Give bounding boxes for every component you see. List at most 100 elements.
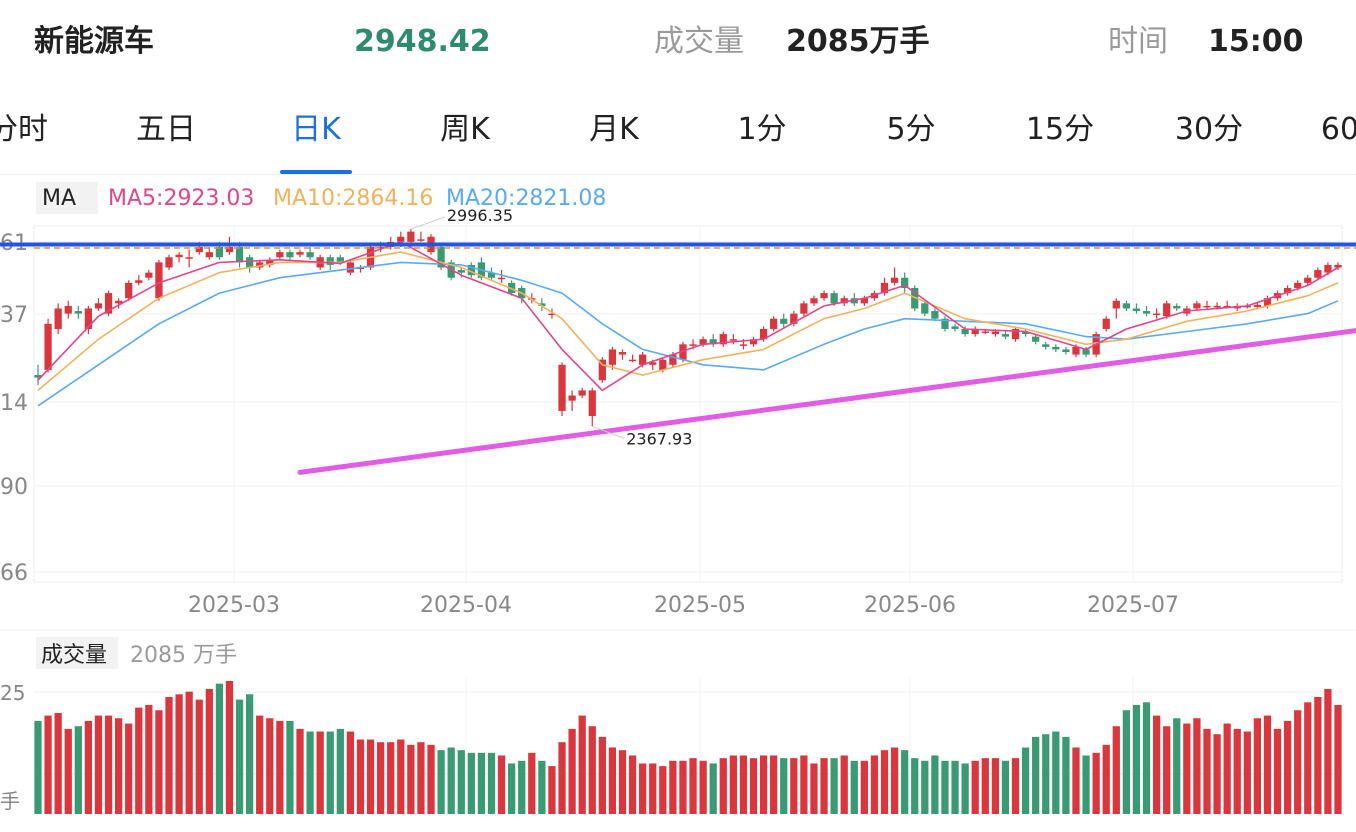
support-line [297, 328, 1356, 475]
volume-bar [1112, 726, 1120, 814]
candle-body [114, 300, 123, 304]
volume-bar [538, 760, 546, 814]
tab-5min[interactable]: 5分 [886, 112, 936, 147]
candle-body [397, 236, 405, 242]
candle-body [1142, 311, 1151, 314]
candle-body [790, 313, 798, 324]
candle-body [578, 390, 586, 396]
volume-bar [467, 752, 475, 814]
volume-bar [850, 760, 858, 814]
ma-legend-box[interactable] [36, 182, 98, 214]
volume-legend-box[interactable] [36, 637, 118, 669]
candle-body [54, 308, 62, 329]
volume-bar [1173, 718, 1181, 814]
volume-bar [770, 755, 778, 814]
candle-body [1324, 264, 1332, 273]
candle-body [1283, 287, 1292, 294]
candle-body [880, 282, 889, 294]
candle-body [1314, 270, 1322, 278]
volume-bar [356, 739, 365, 814]
candle-body [759, 328, 768, 340]
candle-body [961, 328, 969, 335]
volume-bar [1304, 702, 1312, 814]
candle-body [659, 359, 667, 370]
volume-legend-label: 成交量 [41, 643, 107, 668]
plot-border [33, 225, 1343, 583]
candle-body [548, 313, 556, 316]
volume-bar [880, 750, 889, 814]
active-tab-indicator [280, 170, 352, 174]
candle-body [266, 259, 274, 265]
tab-60min[interactable]: 60 [1320, 112, 1356, 147]
volume-bar [1052, 731, 1060, 814]
volume-bar [568, 728, 576, 814]
candle-body [538, 303, 546, 306]
index-price: 2948.42 [354, 24, 491, 59]
volume-bar [246, 694, 254, 814]
candle-body [618, 352, 627, 355]
candle-body [175, 254, 183, 258]
volume-bar [225, 681, 234, 814]
volume-bar [205, 688, 213, 814]
volume-bar [276, 720, 284, 814]
volume-bar [1152, 715, 1161, 814]
volume-bar [931, 755, 939, 814]
candle-body [840, 298, 848, 304]
time-label: 时间 [1108, 24, 1168, 59]
tab-15min[interactable]: 15分 [1025, 112, 1095, 147]
tab-monthly-k[interactable]: 月K [589, 112, 639, 147]
candle-body [467, 264, 475, 276]
volume-bar [800, 755, 808, 814]
volume-bar [1314, 696, 1322, 814]
volume-tick: 25 [0, 681, 25, 705]
ma-lines [37, 241, 1339, 407]
tab-daily-k[interactable]: 日K [291, 112, 341, 147]
candle-body [1253, 304, 1262, 307]
volume-bar [1021, 747, 1030, 814]
volume-bar [749, 758, 758, 814]
candle-body [1102, 318, 1110, 329]
candle-body [1163, 303, 1171, 317]
candle-body [951, 326, 959, 329]
tab-1min[interactable]: 1分 [737, 112, 787, 147]
candle-body [145, 272, 153, 278]
candle-body [719, 334, 727, 345]
volume-bar [598, 736, 606, 814]
kline-chart[interactable]: MA MA5:2923.03 MA10:2864.16 MA20:2821.08… [0, 174, 1356, 832]
volume-bar [1183, 723, 1191, 814]
volume-bar [487, 752, 496, 814]
volume-bar [326, 731, 334, 814]
candle-body [941, 318, 949, 329]
candle-body [598, 359, 606, 381]
volume-bar [981, 758, 989, 814]
volume-bar [457, 750, 465, 814]
volume-bar [185, 691, 193, 814]
volume-bar [44, 715, 52, 814]
candle-body [971, 328, 979, 335]
tab-30min[interactable]: 30分 [1174, 112, 1244, 147]
volume-bar [1334, 704, 1342, 814]
tab-five-day[interactable]: 五日 [136, 112, 196, 147]
volume-bar [739, 755, 748, 814]
candle-body [739, 344, 748, 346]
volume-bar [497, 755, 506, 814]
volume-bar [84, 720, 93, 814]
candle-body [104, 293, 113, 314]
candle-body [1042, 344, 1050, 347]
candle-body [457, 270, 465, 273]
volume-bar [1294, 710, 1302, 814]
volume-bar [316, 731, 324, 814]
candle-body [1213, 305, 1221, 308]
volume-bar [256, 715, 264, 814]
candle-body [931, 311, 939, 319]
candle-body [820, 293, 828, 299]
candle-body [1062, 349, 1070, 353]
tab-intraday[interactable]: 分时 [0, 112, 48, 147]
candle-body [346, 262, 355, 273]
candle-body [1082, 349, 1090, 355]
tab-weekly-k[interactable]: 周K [440, 112, 490, 147]
candle-body [981, 331, 989, 334]
price-tick: 14 [0, 391, 28, 416]
candle-body [205, 252, 213, 258]
candle-body [336, 257, 344, 263]
